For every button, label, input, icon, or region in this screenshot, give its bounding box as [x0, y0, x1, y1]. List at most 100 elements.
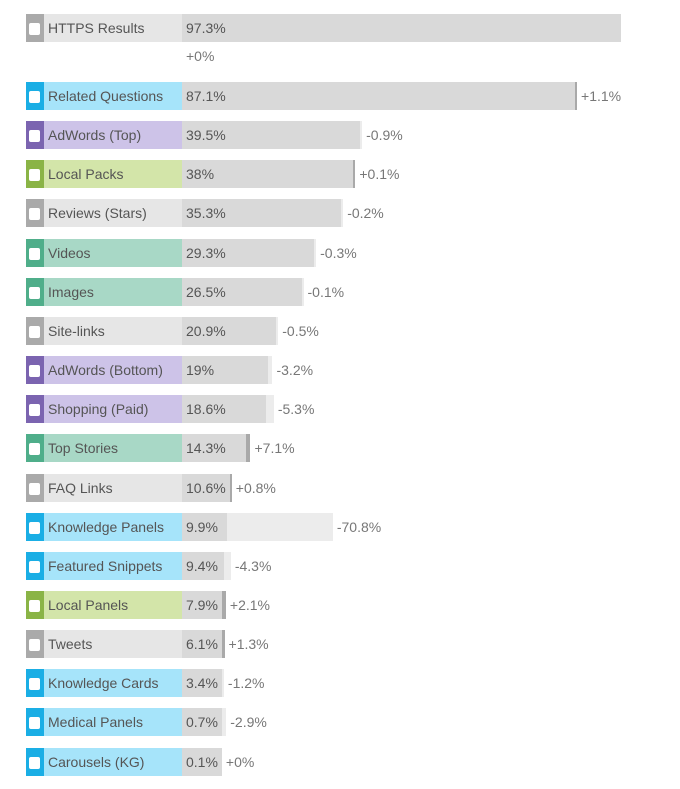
feature-color-strip	[26, 708, 44, 737]
feature-name: AdWords (Top)	[48, 127, 142, 144]
feature-label[interactable]: Local Panels	[26, 590, 182, 619]
value-bar	[182, 316, 277, 345]
feature-checkbox[interactable]	[29, 325, 40, 338]
feature-checkbox[interactable]	[29, 247, 40, 260]
feature-label[interactable]: Knowledge Cards	[26, 669, 182, 698]
feature-checkbox[interactable]	[29, 678, 40, 691]
chart-row: Medical Panels 0.7% -2.9%	[26, 708, 666, 737]
feature-checkbox[interactable]	[29, 599, 40, 612]
change-label: -2.9%	[230, 714, 267, 731]
feature-name: Related Questions	[48, 88, 164, 104]
chart-row: Top Stories 14.3% +7.1%	[26, 434, 666, 463]
chart-row: Featured Snippets 9.4% -4.3%	[26, 551, 666, 580]
feature-checkbox[interactable]	[29, 91, 40, 103]
increase-marker	[221, 630, 225, 659]
feature-checkbox[interactable]	[29, 756, 40, 769]
feature-label[interactable]: HTTPS Results	[26, 14, 182, 42]
value-bar	[182, 277, 302, 306]
feature-checkbox[interactable]	[29, 365, 40, 378]
feature-label[interactable]: Related Questions	[26, 82, 182, 110]
chart-row: Tweets 6.1% +1.3%	[26, 630, 666, 659]
feature-color-strip	[26, 82, 44, 110]
feature-checkbox[interactable]	[29, 130, 40, 143]
value-bar	[182, 14, 621, 42]
feature-label[interactable]: AdWords (Bottom)	[26, 356, 182, 385]
feature-label[interactable]: Tweets	[26, 630, 182, 659]
feature-label[interactable]: AdWords (Top)	[26, 121, 182, 150]
feature-color-strip	[26, 473, 44, 502]
value-label: 0.7%	[186, 714, 218, 731]
value-label: 97.3%	[186, 20, 226, 36]
feature-name: Knowledge Cards	[48, 675, 159, 692]
feature-color-strip	[26, 590, 44, 619]
previous-value-bar	[341, 199, 344, 228]
feature-color-strip	[26, 14, 44, 42]
chart-row: AdWords (Top) 39.5% -0.9%	[26, 121, 666, 150]
feature-label[interactable]: Reviews (Stars)	[26, 199, 182, 228]
value-label: 7.9%	[186, 596, 218, 613]
value-label: 9.4%	[186, 557, 218, 574]
feature-checkbox[interactable]	[29, 717, 40, 730]
feature-label[interactable]: Videos	[26, 238, 182, 267]
feature-checkbox[interactable]	[29, 443, 40, 456]
feature-checkbox[interactable]	[29, 521, 40, 534]
feature-label[interactable]: Top Stories	[26, 434, 182, 463]
change-label: -1.2%	[227, 675, 265, 692]
chart-row: Videos 29.3% -0.3%	[26, 238, 666, 267]
change-label: +0%	[225, 753, 255, 770]
increase-marker	[353, 160, 356, 189]
feature-label[interactable]: Shopping (Paid)	[26, 395, 182, 424]
increase-marker	[574, 82, 577, 110]
feature-checkbox[interactable]	[29, 23, 40, 35]
chart-row: HTTPS Results 97.3% +0%	[26, 14, 666, 64]
feature-checkbox[interactable]	[29, 639, 40, 652]
feature-label[interactable]: Carousels (KG)	[26, 747, 182, 776]
feature-color-strip	[26, 160, 44, 189]
chart-row: Local Packs 38% +0.1%	[26, 160, 666, 189]
feature-color-strip	[26, 512, 44, 541]
feature-name: HTTPS Results	[48, 20, 145, 36]
value-bar	[182, 473, 230, 502]
previous-value-bar	[301, 277, 304, 306]
change-label: -70.8%	[336, 518, 382, 535]
feature-label[interactable]: Knowledge Panels	[26, 512, 182, 541]
feature-checkbox[interactable]	[29, 286, 40, 299]
feature-label[interactable]: Site-links	[26, 316, 182, 345]
change-label: -4.3%	[234, 557, 272, 574]
increase-marker	[221, 590, 226, 619]
chart-row: Carousels (KG) 0.1% +0%	[26, 747, 666, 776]
value-label: 3.4%	[186, 675, 218, 692]
value-label: 19%	[186, 362, 215, 379]
feature-checkbox[interactable]	[29, 482, 40, 495]
value-label: 26.5%	[186, 283, 226, 300]
feature-label[interactable]: Local Packs	[26, 160, 182, 189]
change-label: +0%	[186, 48, 215, 64]
chart-row: Images 26.5% -0.1%	[26, 277, 666, 306]
value-label: 9.9%	[186, 518, 218, 535]
feature-label[interactable]: Images	[26, 277, 182, 306]
chart-row: AdWords (Bottom) 19% -3.2%	[26, 356, 666, 385]
change-label: +1.3%	[228, 636, 269, 653]
feature-label[interactable]: FAQ Links	[26, 473, 182, 502]
feature-checkbox[interactable]	[29, 560, 40, 573]
value-label: 87.1%	[186, 88, 226, 104]
previous-value-bar	[267, 356, 273, 385]
value-label: 29.3%	[186, 244, 226, 261]
value-bar	[182, 160, 354, 189]
feature-name: Carousels (KG)	[48, 753, 145, 770]
change-label: +1.1%	[581, 88, 622, 104]
chart-row: Reviews (Stars) 35.3% -0.2%	[26, 199, 666, 228]
feature-checkbox[interactable]	[29, 208, 40, 221]
feature-checkbox[interactable]	[29, 169, 40, 182]
feature-color-strip	[26, 551, 44, 580]
feature-name: Knowledge Panels	[48, 518, 164, 535]
feature-label[interactable]: Medical Panels	[26, 708, 182, 737]
feature-name: Images	[48, 283, 94, 300]
value-bar	[182, 630, 222, 659]
feature-label[interactable]: Featured Snippets	[26, 551, 182, 580]
feature-name: FAQ Links	[48, 479, 113, 496]
feature-checkbox[interactable]	[29, 404, 40, 417]
feature-color-strip	[26, 199, 44, 228]
feature-color-strip	[26, 238, 44, 267]
value-label: 0.1%	[186, 753, 218, 770]
